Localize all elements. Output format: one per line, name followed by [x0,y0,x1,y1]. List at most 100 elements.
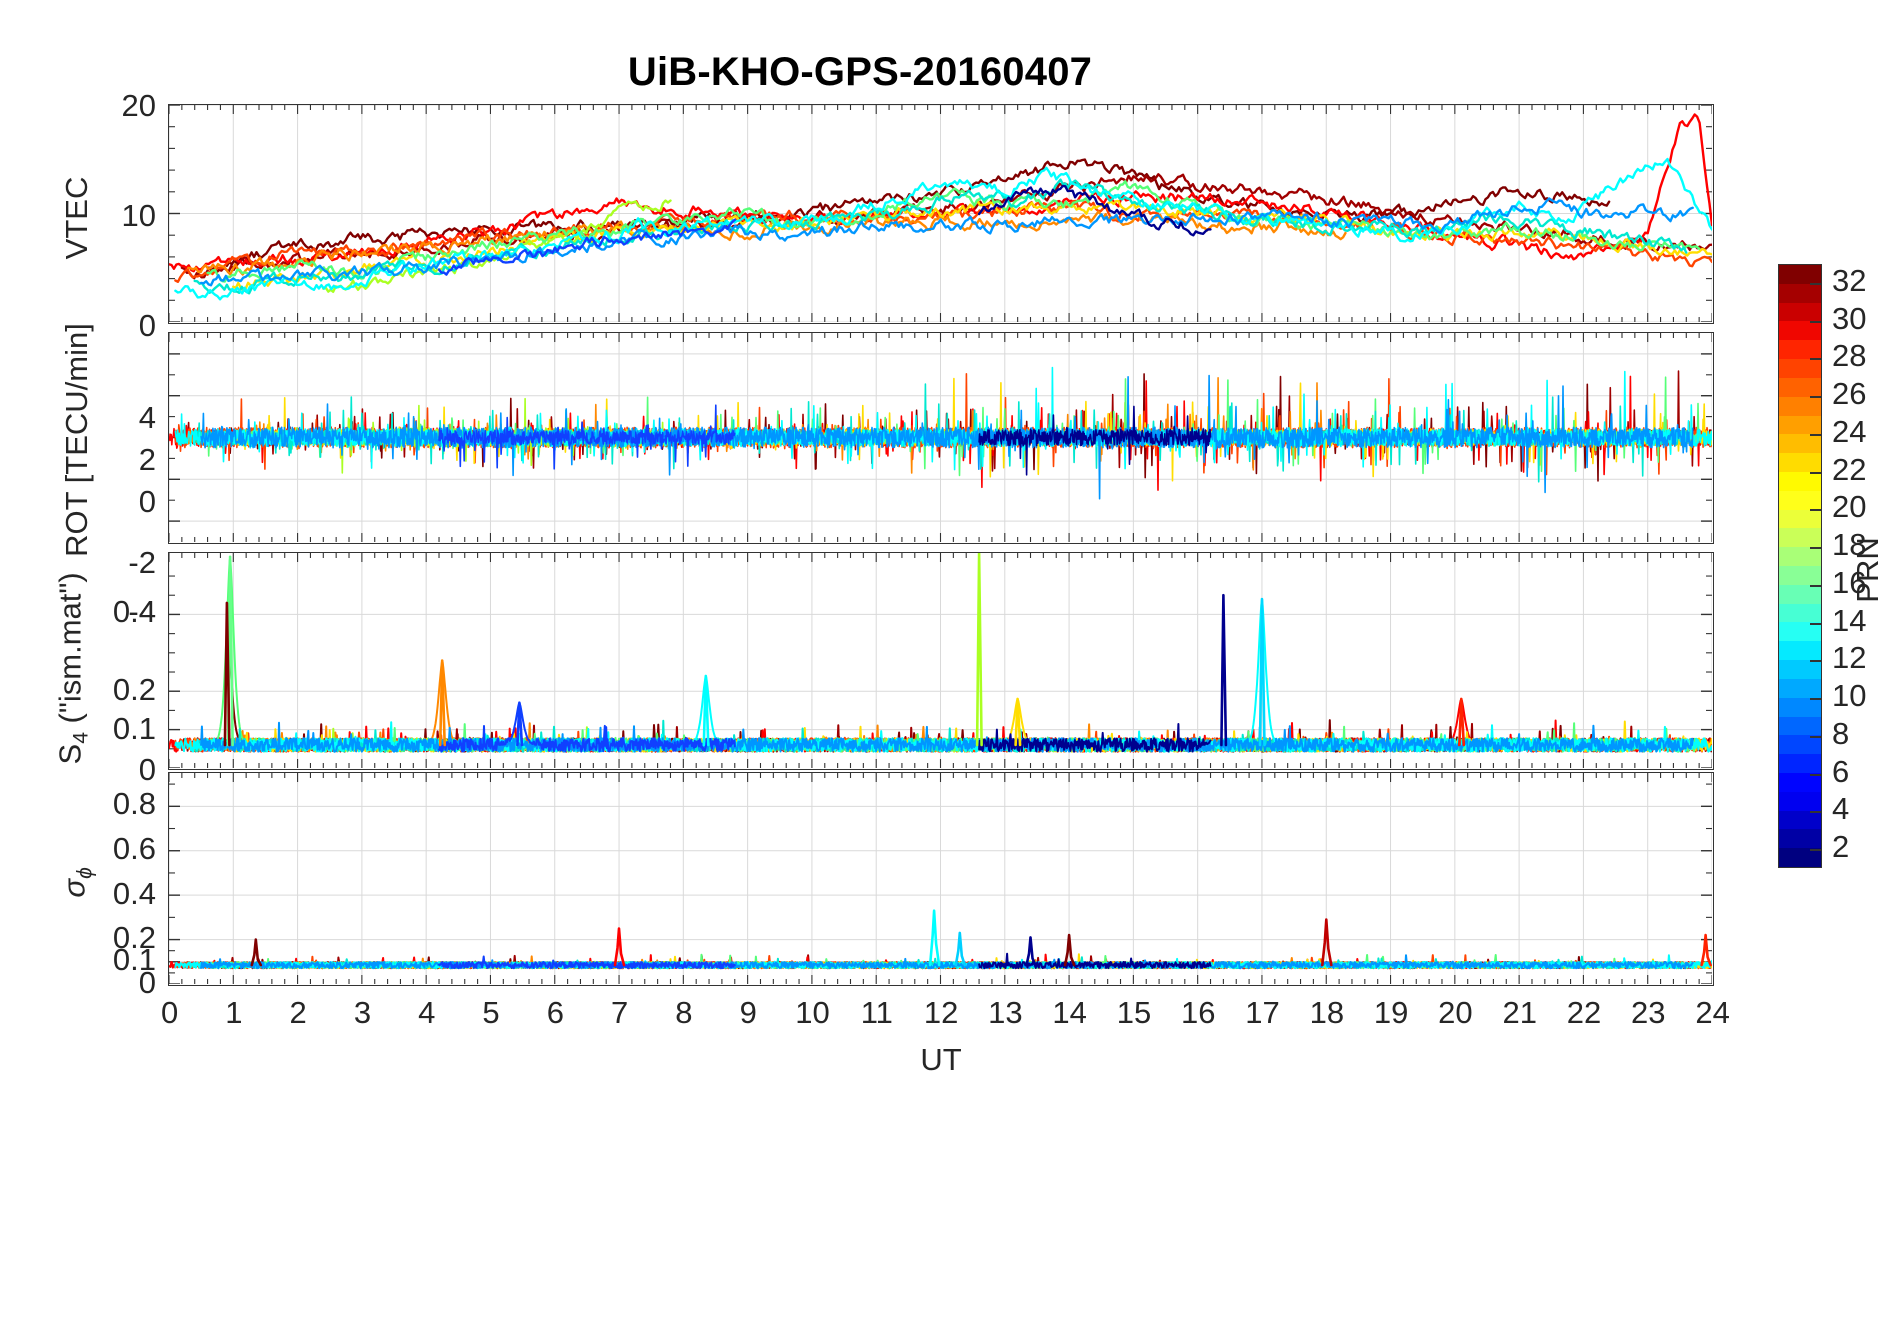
colorbar-swatch [1779,848,1821,867]
colorbar-swatch [1779,265,1821,284]
x-tick-15: 15 [1116,995,1152,1030]
data-trace [438,659,447,747]
colorbar-swatch [1779,566,1821,585]
data-trace [1220,593,1228,747]
colorbar-swatch [1779,359,1821,378]
x-tick-21: 21 [1502,995,1537,1030]
colorbar-swatch [1779,528,1821,548]
data-trace [438,702,736,753]
colorbar-tick-mark [1810,773,1822,776]
colorbar-tick-30: 30 [1832,300,1867,336]
colorbar-tick-mark [1810,547,1822,550]
colorbar-tick-mark [1810,282,1822,285]
colorbar-tick-mark [1810,735,1822,738]
colorbar-tick-mark [1810,622,1822,625]
colorbar-tick-mark [1810,509,1822,512]
colorbar-swatch [1779,302,1821,322]
x-tick-18: 18 [1309,995,1345,1030]
x-tick-13: 13 [988,995,1023,1030]
colorbar-swatch [1779,603,1821,623]
x-tick-10: 10 [795,995,830,1030]
x-tick-22: 22 [1566,995,1602,1030]
colorbar-tick-mark [1810,811,1822,814]
colorbar-swatch [1779,340,1821,360]
data-trace [613,927,626,967]
colorbar-swatch [1779,754,1821,773]
data-trace [978,405,1212,476]
data-trace [200,721,1694,753]
tick-marks [169,333,1712,542]
x-tick-5: 5 [482,995,500,1030]
data-trace [225,158,1611,268]
data-trace [437,218,736,276]
x-tick-19: 19 [1373,995,1409,1030]
colorbar-tick-mark [1810,471,1822,474]
colorbar-tick-24: 24 [1832,413,1867,449]
colorbar-tick-16: 16 [1832,564,1867,600]
data-trace [702,674,710,747]
colorbar-label: PRN [1850,537,1885,603]
tick-marks [169,105,1712,322]
tick-marks [169,553,1712,768]
panel-sigma-ytick-04: 0.4 [112,876,156,911]
colorbar-tick-22: 22 [1832,451,1867,487]
colorbar-tick-4: 4 [1832,791,1850,827]
x-tick-14: 14 [1052,995,1087,1030]
colorbar-swatch [1779,396,1821,416]
y-tick-marks [169,575,1712,768]
data-trace [1014,697,1022,747]
colorbar-swatch [1779,490,1821,510]
panel-rot-ytick-m4: -4 [128,594,156,629]
colorbar-swatch [1779,660,1821,679]
x-tick-20: 20 [1438,995,1473,1030]
data-trace [1258,597,1266,747]
panel-rot [168,332,1714,544]
x-tick-8: 8 [675,995,693,1030]
data-trace [977,184,1212,237]
data-trace [516,701,524,747]
panel-s4-ytick-04: 0.4 [112,594,156,629]
colorbar-swatch [1779,810,1821,830]
panel-sigma-ytick-01: 0.1 [112,942,156,977]
x-tick-1: 1 [225,995,243,1030]
data-trace [206,559,1701,753]
data-trace [928,909,941,967]
x-tick-7: 7 [611,995,629,1030]
colorbar-swatch [1779,377,1821,397]
colorbar-swatch [1779,735,1821,755]
panel-sigma-ytick-0: 0 [138,965,156,1000]
data-trace [250,938,263,967]
colorbar-tick-14: 14 [1832,602,1867,638]
tick-marks [169,773,1712,984]
data-trace [174,366,1712,471]
data-trace [1700,933,1712,967]
colorbar-swatch [1779,678,1821,698]
colorbar-tick-20: 20 [1832,489,1867,525]
colorbar-swatch [1779,415,1821,435]
panel-sigma-ytick-06: 0.6 [112,831,156,866]
colorbar-tick-mark [1810,660,1822,663]
panel-rot-ytick-m2: -2 [128,545,156,580]
x-tick-12: 12 [923,995,959,1030]
colorbar-swatch [1779,547,1821,566]
colorbar-swatch [1779,772,1821,792]
x-tick-4: 4 [418,995,436,1030]
data-trace [438,404,736,470]
data-trace [438,955,736,970]
colorbar-tick-18: 18 [1832,527,1867,563]
data-trace [978,952,1212,970]
data-trace [1063,933,1076,967]
colorbar-tick-10: 10 [1832,678,1867,714]
data-trace [174,372,1712,476]
colorbar-swatch [1779,453,1821,472]
panel-rot-ytick-4: 4 [138,400,156,435]
colorbar-tick-mark [1810,584,1822,587]
colorbar-swatch [1779,283,1821,303]
colorbar-swatch [1779,791,1821,811]
x-tick-11: 11 [860,995,893,1030]
colorbar-swatch [1779,471,1821,491]
colorbar-swatch [1779,716,1821,736]
colorbar-swatch [1779,509,1821,529]
panel-s4-ytick-01: 0.1 [112,711,156,746]
